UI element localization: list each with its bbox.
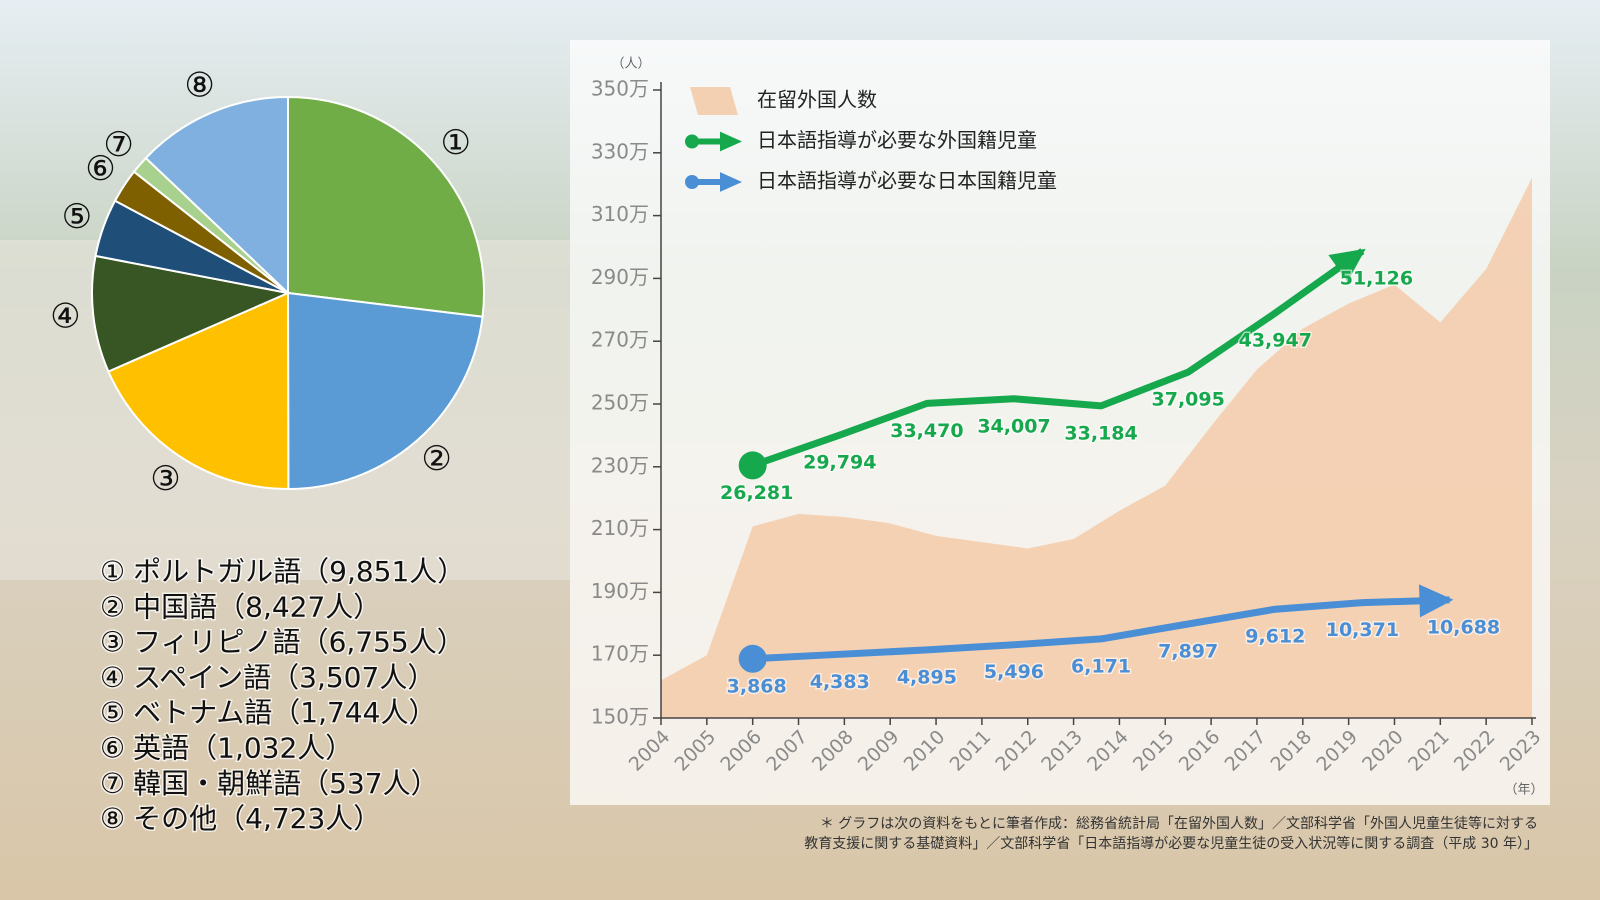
data-label: 5,496 [984, 661, 1044, 683]
data-label: 6,171 [1071, 655, 1131, 677]
legend-marker: ⑤ [100, 696, 125, 729]
legend-marker: ④ [100, 661, 125, 694]
pie-slice [91, 254, 292, 373]
legend-dot [685, 175, 699, 189]
slice-marker: ③ [150, 459, 180, 499]
data-label: 3,868 [727, 675, 787, 697]
data-label: 10,688 [1427, 616, 1500, 638]
legend-value: （3,507人） [271, 661, 435, 694]
legend-value: （537人） [301, 767, 438, 800]
legend-entry: ⑧ その他（4,723人） [100, 802, 381, 835]
pie-slice [286, 291, 484, 491]
slice-marker: ⑤ [62, 197, 92, 237]
slice-marker: ② [421, 439, 451, 479]
slice-marker: ⑥ [85, 149, 115, 189]
arrow-head [720, 131, 742, 152]
start-marker [738, 644, 767, 673]
legend-name: フィリピノ語 [133, 626, 300, 659]
data-label: 37,095 [1152, 389, 1225, 411]
start-marker [738, 451, 767, 480]
legend-entry: ① ポルトガル語（9,851人） [100, 555, 465, 588]
legend-name: 韓国・朝鮮語 [133, 767, 301, 800]
legend-entry: ③ フィリピノ語（6,755人） [100, 626, 465, 659]
area [661, 177, 1532, 719]
pie-slice [144, 95, 289, 296]
slice-marker: ④ [50, 296, 80, 336]
legend-entry: ⑦ 韓国・朝鮮語（537人） [100, 767, 439, 800]
pie-slice [287, 95, 485, 318]
legend-entry: ② 中国語（8,427人） [100, 590, 381, 623]
data-label: 33,470 [890, 420, 963, 442]
y-tick-label: 310万 [591, 202, 649, 226]
legend-marker: ⑦ [100, 767, 125, 800]
slice-marker: ① [440, 123, 470, 163]
legend-marker: ① [100, 555, 125, 588]
data-label: 4,895 [897, 666, 957, 688]
legend-name: スペイン語 [133, 661, 271, 694]
legend-name: ベトナム語 [133, 696, 272, 729]
legend-value: （9,851人） [301, 555, 465, 588]
x-axis-unit: （年） [1504, 783, 1543, 798]
legend-entry: ⑥ 英語（1,032人） [100, 732, 353, 765]
legend-label: 日本語指導が必要な外国籍児童 [757, 128, 1037, 152]
y-tick-label: 350万 [591, 77, 649, 101]
footnote: ＊ グラフは次の資料をもとに筆者作成：総務省統計局「在留外国人数」／文部科学省「… [820, 815, 1538, 832]
legend-name: ポルトガル語 [133, 555, 301, 588]
legend-marker: ⑥ [100, 732, 125, 765]
data-label: 26,281 [720, 482, 793, 504]
y-tick-label: 170万 [591, 642, 649, 666]
legend-name: その他 [133, 802, 217, 835]
legend-value: （1,744人） [272, 696, 436, 729]
data-label: 33,184 [1064, 422, 1137, 444]
legend-marker: ② [100, 590, 125, 623]
legend-name: 英語 [133, 732, 189, 765]
data-label: 10,371 [1326, 619, 1399, 641]
data-label: 29,794 [803, 452, 876, 474]
y-tick-label: 290万 [591, 265, 649, 289]
legend-swatch [690, 87, 738, 115]
arrow-head [720, 172, 742, 192]
arrow-head [1418, 584, 1454, 618]
legend-value: （4,723人） [217, 802, 381, 835]
y-tick-label: 210万 [591, 516, 649, 540]
y-axis-unit: （人） [611, 57, 650, 72]
footnote: 教育支援に関する基礎資料」／文部科学省「日本語指導が必要な児童生徒の受入状況等に… [804, 835, 1538, 852]
legend-label: 在留外国人数 [757, 88, 877, 112]
legend-value: （1,032人） [189, 732, 353, 765]
y-tick-label: 190万 [591, 579, 649, 603]
legend-value: （8,427人） [217, 590, 381, 623]
y-tick-label: 270万 [591, 328, 649, 352]
slice-marker: ⑦ [103, 125, 133, 165]
legend-marker: ③ [100, 626, 125, 659]
arrow-head [1328, 248, 1366, 282]
y-tick-label: 150万 [591, 705, 649, 729]
y-tick-label: 230万 [591, 453, 649, 477]
legend-dot [685, 134, 699, 149]
data-label: 9,612 [1245, 626, 1305, 648]
y-tick-label: 250万 [591, 391, 649, 415]
data-label: 7,897 [1158, 640, 1218, 662]
y-tick-label: 330万 [591, 139, 649, 163]
legend-value: （6,755人） [301, 626, 465, 659]
pie-slice [107, 291, 290, 491]
data-label: 43,947 [1239, 330, 1312, 352]
legend-label: 日本語指導が必要な日本国籍児童 [757, 169, 1057, 193]
legend-entry: ④ スペイン語（3,507人） [100, 661, 435, 694]
slice-marker: ⑧ [184, 66, 214, 106]
legend-entry: ⑤ ベトナム語（1,744人） [100, 696, 436, 729]
data-label: 4,383 [810, 671, 870, 693]
line [752, 596, 1450, 663]
legend-name: 中国語 [133, 590, 217, 623]
data-label: 34,007 [977, 415, 1050, 437]
legend-marker: ⑧ [100, 802, 125, 835]
line [751, 248, 1365, 469]
data-label: 51,126 [1340, 268, 1413, 290]
